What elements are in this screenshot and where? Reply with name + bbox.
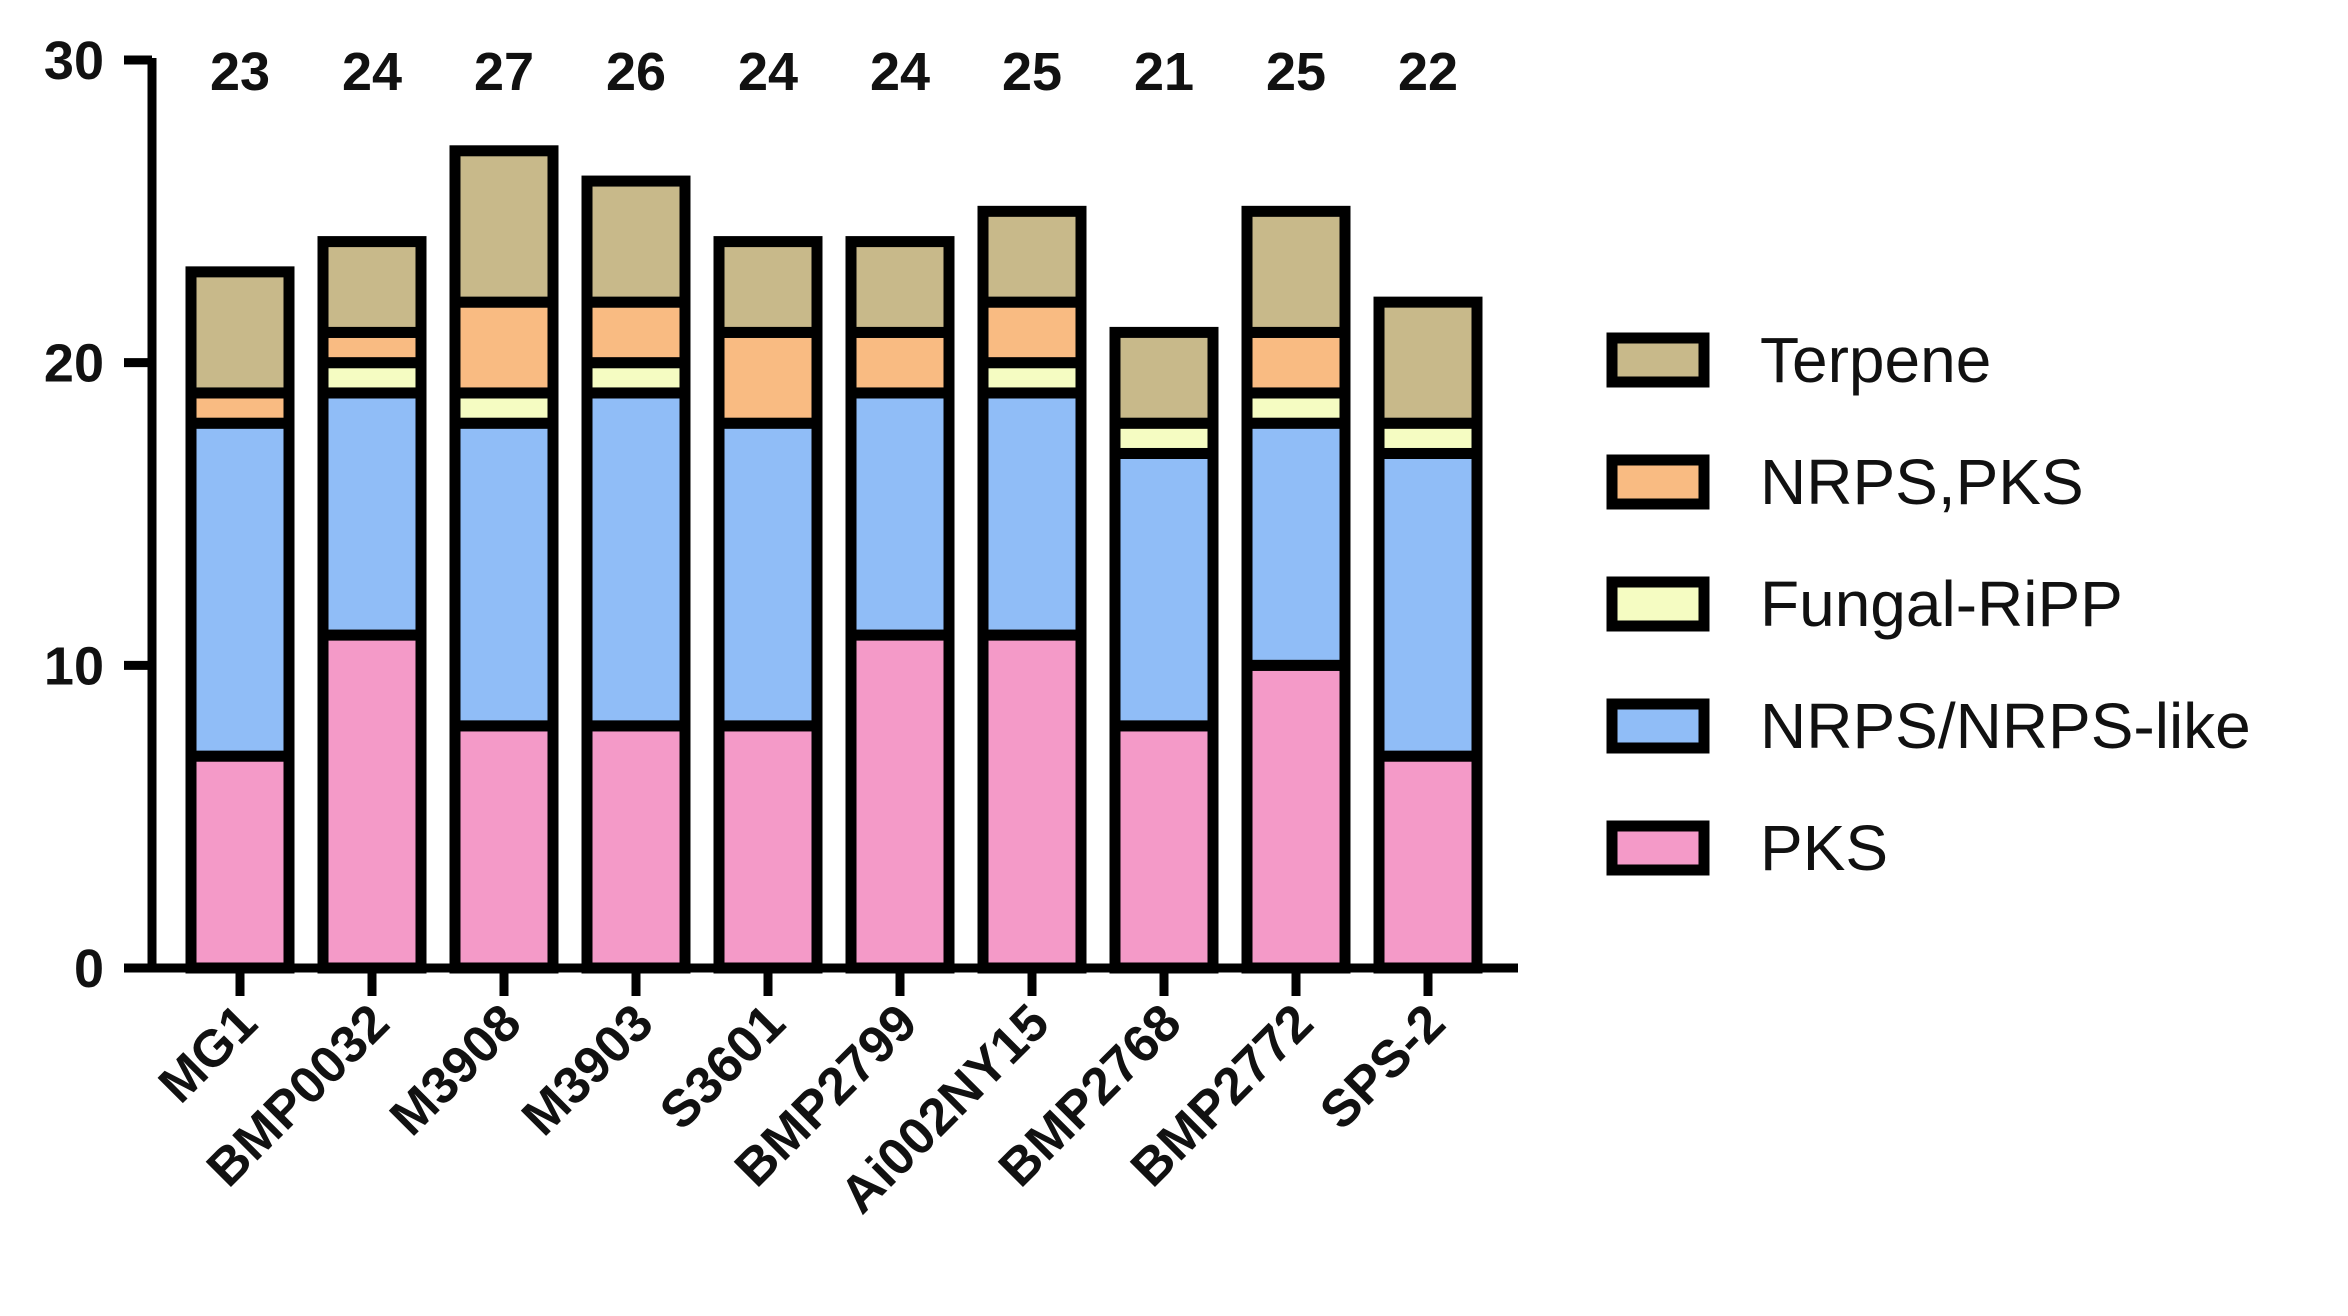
legend-label: PKS [1760, 812, 1888, 884]
bar-segment-pks [713, 720, 823, 974]
bar-segment-pks [1241, 659, 1351, 974]
bar-total-label: 21 [1134, 42, 1194, 102]
x-category-label: M3903 [511, 993, 664, 1146]
bar-segment-pks [449, 720, 559, 974]
y-tick-label: 0 [74, 939, 104, 999]
y-tick-label: 30 [44, 31, 104, 91]
bar-segment-pks [1109, 720, 1219, 974]
bar-segment-pks [845, 629, 955, 974]
bar-segment-pks [185, 750, 295, 974]
bar-segment-nrps-pks [713, 326, 823, 429]
bar-segment-terpene [713, 236, 823, 338]
bar-segment-nrps-pks [845, 326, 955, 399]
bar-segment-nrps-pks [449, 296, 559, 399]
x-category-label: SPS-2 [1309, 993, 1456, 1140]
bar-total-label: 24 [738, 42, 798, 102]
bar-segment-nrps-nrps-like [977, 387, 1087, 641]
bar-segment-nrps-nrps-like [1241, 417, 1351, 671]
bar-segment-nrps-nrps-like [713, 417, 823, 732]
x-category-label: MG1 [148, 993, 269, 1114]
bar-total-label: 25 [1266, 42, 1326, 102]
bar-segment-nrps-nrps-like [845, 387, 955, 641]
bar-segment-nrps-nrps-like [317, 387, 427, 641]
legend-label: Terpene [1760, 324, 1991, 396]
bar-segment-nrps-pks [581, 296, 691, 369]
bar-segment-terpene [1373, 296, 1483, 429]
bar-segment-nrps-nrps-like [1373, 447, 1483, 762]
bar-total-label: 24 [342, 42, 402, 102]
legend-swatch [1606, 576, 1710, 632]
bar-total-label: 27 [474, 42, 534, 102]
legend-swatch [1606, 332, 1710, 388]
y-tick-label: 10 [44, 636, 104, 696]
legend-label: NRPS/NRPS-like [1760, 690, 2251, 762]
bar-segment-terpene [581, 175, 691, 308]
bar-segment-terpene [977, 205, 1087, 308]
bar-total-label: 22 [1398, 42, 1458, 102]
bar-segment-terpene [1241, 205, 1351, 338]
bar-segment-terpene [1109, 326, 1219, 429]
bar-segment-nrps-nrps-like [449, 417, 559, 732]
bar-segment-pks [1373, 750, 1483, 974]
bar-segment-nrps-pks [977, 296, 1087, 369]
bar-segment-nrps-nrps-like [1109, 447, 1219, 732]
bar-segment-nrps-pks [1241, 326, 1351, 399]
bar-segment-pks [317, 629, 427, 974]
bar-segment-terpene [449, 145, 559, 308]
bar-segment-terpene [317, 236, 427, 338]
bar-segment-terpene [845, 236, 955, 338]
legend-label: Fungal-RiPP [1760, 568, 2123, 640]
bar-segment-nrps-nrps-like [581, 387, 691, 732]
bar-segment-nrps-nrps-like [185, 417, 295, 762]
bar-segment-pks [977, 629, 1087, 974]
bar-segment-pks [581, 720, 691, 974]
bar-total-label: 23 [210, 42, 270, 102]
legend-label: NRPS,PKS [1760, 446, 2084, 518]
legend-swatch [1606, 698, 1710, 754]
x-category-label: M3908 [379, 993, 532, 1146]
bar-total-label: 26 [606, 42, 666, 102]
bar-total-label: 24 [870, 42, 930, 102]
bar-total-label: 25 [1002, 42, 1062, 102]
legend-swatch [1606, 454, 1710, 510]
y-tick-label: 20 [44, 334, 104, 394]
legend-swatch [1606, 820, 1710, 876]
bar-segment-terpene [185, 266, 295, 399]
